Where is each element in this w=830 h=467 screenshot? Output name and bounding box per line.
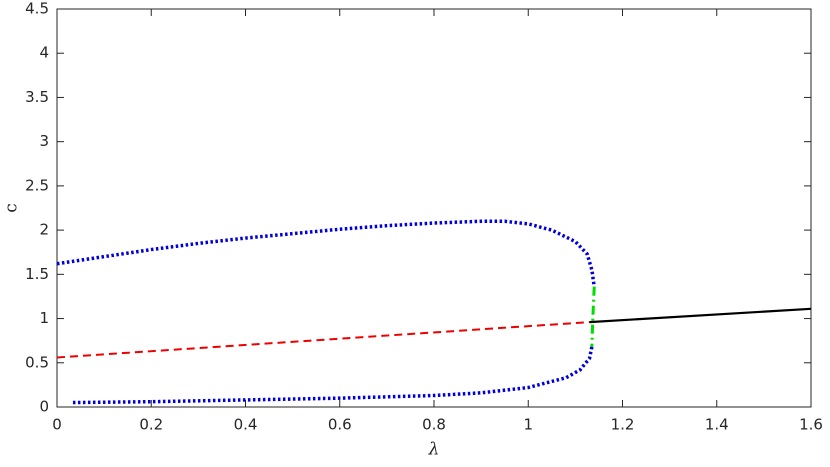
x-axis-label: λ bbox=[428, 440, 440, 460]
y-tick-label: 0.5 bbox=[25, 353, 49, 371]
x-tick-label: 1 bbox=[523, 416, 533, 434]
x-tick-label: 1.2 bbox=[611, 416, 635, 434]
line-series bbox=[56, 219, 596, 287]
x-tick-label: 0 bbox=[52, 416, 62, 434]
y-tick-label: 2 bbox=[39, 221, 49, 239]
y-tick-label: 0 bbox=[39, 398, 49, 416]
line-series bbox=[589, 307, 812, 324]
y-tick-label: 1.5 bbox=[25, 265, 49, 283]
x-tick-label: 1.4 bbox=[705, 416, 729, 434]
y-tick-label: 4.5 bbox=[25, 0, 49, 18]
x-tick-label: 1.6 bbox=[799, 416, 823, 434]
x-tick-label: 0.6 bbox=[328, 416, 352, 434]
x-tick-label: 0.2 bbox=[139, 416, 163, 434]
line-series bbox=[56, 321, 590, 359]
y-tick-label: 1 bbox=[39, 309, 49, 327]
x-tick-label: 0.8 bbox=[422, 416, 446, 434]
plot-area bbox=[56, 8, 812, 408]
y-tick-label: 3 bbox=[39, 132, 49, 150]
y-tick-label: 3.5 bbox=[25, 88, 49, 106]
y-tick-label: 4 bbox=[39, 44, 49, 62]
y-axis-label: c bbox=[2, 203, 22, 213]
y-tick-label: 2.5 bbox=[25, 176, 49, 194]
line-series bbox=[71, 346, 594, 405]
x-tick-label: 0.4 bbox=[234, 416, 258, 434]
